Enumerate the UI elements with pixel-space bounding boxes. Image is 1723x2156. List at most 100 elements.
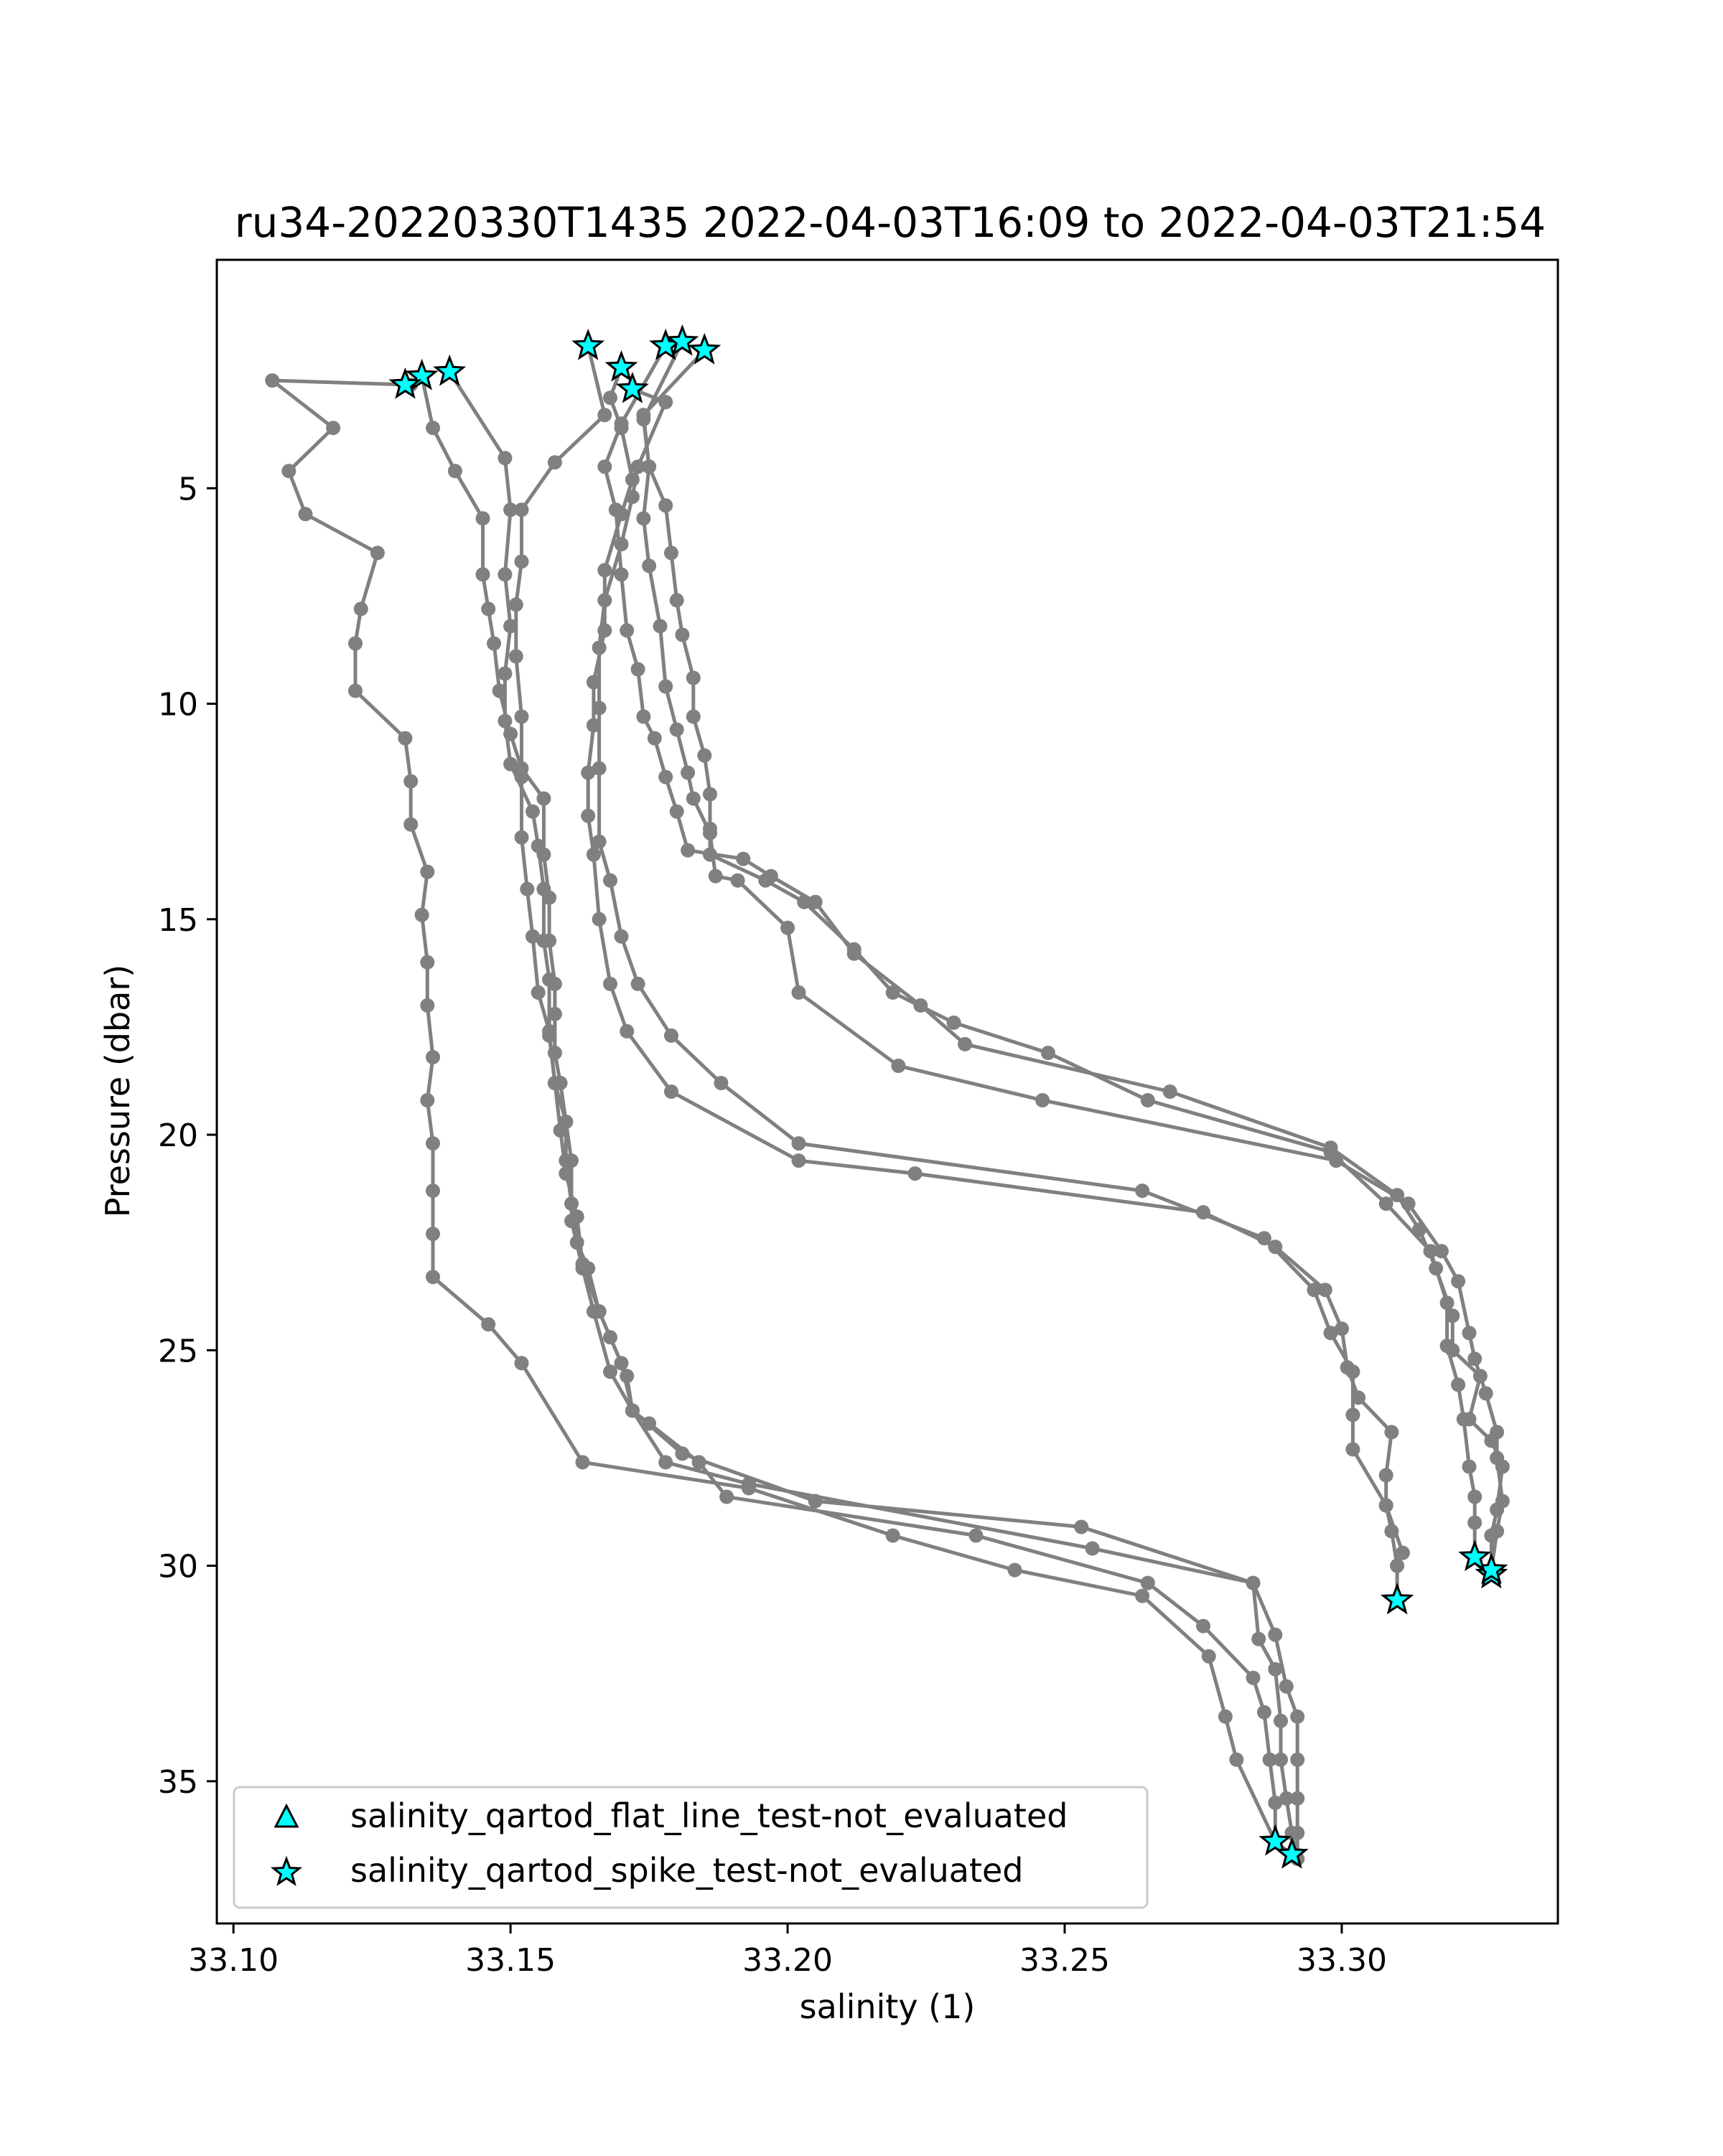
data-point bbox=[498, 666, 513, 681]
data-point bbox=[1201, 1649, 1216, 1664]
data-point bbox=[426, 421, 440, 436]
data-point bbox=[1246, 1575, 1261, 1590]
data-point bbox=[686, 709, 701, 724]
data-point bbox=[675, 1446, 690, 1461]
data-point bbox=[1274, 1713, 1288, 1728]
data-point bbox=[664, 1084, 678, 1099]
chart-title: ru34-20220330T1435 2022-04-03T16:09 to 2… bbox=[235, 198, 1546, 247]
data-point bbox=[1439, 1295, 1454, 1311]
data-point bbox=[703, 821, 717, 836]
data-point bbox=[426, 1270, 440, 1285]
data-point bbox=[636, 709, 651, 724]
data-point bbox=[420, 1093, 435, 1107]
spike-flag-star-marker bbox=[405, 358, 439, 390]
data-point bbox=[514, 830, 529, 845]
data-point bbox=[586, 847, 601, 862]
data-point bbox=[791, 985, 806, 1000]
data-point bbox=[658, 498, 673, 513]
series-4 bbox=[265, 373, 1299, 1862]
data-point bbox=[1351, 1390, 1366, 1405]
data-point bbox=[475, 511, 490, 526]
data-point bbox=[885, 985, 900, 1000]
data-point bbox=[1196, 1618, 1210, 1634]
y-axis-label: Pressure (dbar) bbox=[98, 965, 137, 1217]
data-point bbox=[547, 1076, 562, 1090]
data-point bbox=[614, 1356, 629, 1371]
data-point bbox=[742, 1481, 756, 1496]
data-point bbox=[1462, 1459, 1477, 1474]
data-point bbox=[907, 1166, 923, 1181]
data-point bbox=[1395, 1545, 1410, 1560]
data-point bbox=[1317, 1283, 1332, 1298]
data-point bbox=[1323, 1326, 1338, 1341]
data-point bbox=[1268, 1661, 1283, 1677]
data-point bbox=[658, 1455, 673, 1470]
data-point bbox=[630, 459, 645, 474]
data-point bbox=[559, 1115, 574, 1129]
data-point bbox=[669, 722, 684, 737]
spike-flag-star-marker bbox=[433, 354, 467, 386]
data-point bbox=[1378, 1498, 1393, 1513]
data-point bbox=[526, 929, 540, 944]
x-tick-label: 33.25 bbox=[1019, 1942, 1110, 1979]
data-point bbox=[1279, 1791, 1294, 1806]
data-point bbox=[420, 864, 435, 879]
data-point bbox=[1290, 1709, 1305, 1724]
y-tick-label: 35 bbox=[158, 1764, 198, 1801]
plot-area-frame bbox=[215, 258, 1559, 1925]
data-point bbox=[531, 838, 546, 853]
data-point bbox=[592, 911, 607, 927]
data-point bbox=[503, 502, 518, 517]
data-point bbox=[586, 1304, 601, 1319]
data-point bbox=[1074, 1519, 1089, 1534]
data-point bbox=[1307, 1283, 1322, 1298]
data-point bbox=[1423, 1244, 1438, 1259]
data-point bbox=[1140, 1093, 1155, 1107]
legend-entry-flat-line: salinity_qartod_flat_line_test-not_evalu… bbox=[350, 1796, 1068, 1835]
data-point bbox=[1085, 1541, 1100, 1556]
triangle-marker-icon bbox=[274, 1803, 299, 1828]
data-point bbox=[780, 920, 795, 935]
data-point bbox=[1256, 1705, 1271, 1720]
data-point bbox=[1035, 1093, 1050, 1107]
legend: salinity_qartod_flat_line_test-not_evalu… bbox=[233, 1786, 1149, 1909]
spike-flag-star-marker bbox=[1458, 1539, 1492, 1572]
series-line bbox=[420, 375, 1277, 1842]
data-point bbox=[1378, 1196, 1393, 1211]
data-point bbox=[603, 976, 617, 991]
data-point bbox=[575, 1455, 590, 1470]
data-point bbox=[514, 554, 529, 569]
data-point bbox=[426, 1050, 440, 1064]
spike-flag-star-marker bbox=[666, 324, 699, 356]
data-point bbox=[536, 881, 551, 896]
y-tick-label: 10 bbox=[158, 687, 198, 723]
spike-flag-star-marker bbox=[388, 367, 422, 399]
data-point bbox=[658, 395, 673, 410]
data-point bbox=[559, 1166, 574, 1181]
data-point bbox=[348, 636, 363, 651]
data-point bbox=[636, 511, 651, 526]
spike-flag-star-marker bbox=[688, 332, 722, 365]
data-point bbox=[614, 416, 629, 431]
spike-flag-star-marker bbox=[615, 371, 649, 403]
series-line bbox=[586, 367, 1405, 1600]
data-point bbox=[592, 700, 607, 716]
data-point bbox=[592, 761, 607, 776]
data-point bbox=[514, 502, 529, 517]
data-point bbox=[520, 881, 535, 896]
data-point bbox=[791, 1136, 806, 1151]
data-point bbox=[542, 1028, 557, 1043]
x-tick-label: 33.20 bbox=[742, 1942, 833, 1979]
data-point bbox=[1439, 1339, 1454, 1354]
data-point bbox=[1467, 1515, 1482, 1530]
data-point bbox=[1135, 1588, 1150, 1603]
data-point bbox=[681, 765, 696, 780]
data-point bbox=[697, 748, 712, 763]
data-point bbox=[1490, 1425, 1505, 1440]
data-point bbox=[426, 1184, 440, 1199]
data-point bbox=[1384, 1524, 1399, 1539]
spike-flag-star-marker bbox=[571, 328, 605, 360]
data-point bbox=[958, 1036, 973, 1051]
data-point bbox=[669, 593, 684, 608]
